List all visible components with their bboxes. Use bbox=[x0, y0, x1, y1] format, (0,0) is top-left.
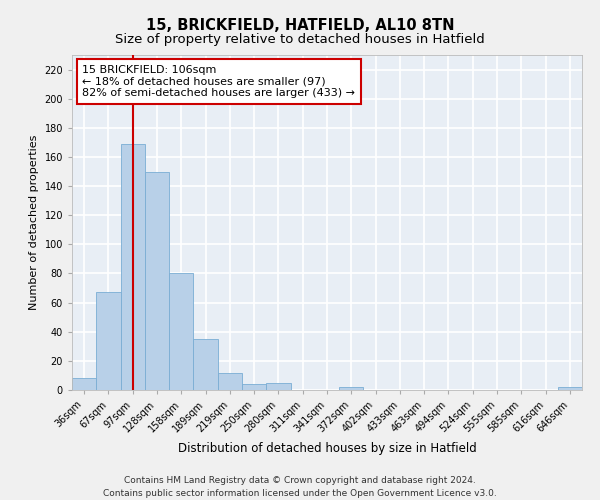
Bar bbox=[145, 172, 169, 390]
Bar bbox=[218, 372, 242, 390]
Bar bbox=[339, 387, 364, 390]
Bar bbox=[96, 292, 121, 390]
Bar bbox=[72, 378, 96, 390]
Y-axis label: Number of detached properties: Number of detached properties bbox=[29, 135, 39, 310]
Text: Contains HM Land Registry data © Crown copyright and database right 2024.
Contai: Contains HM Land Registry data © Crown c… bbox=[103, 476, 497, 498]
Bar bbox=[266, 382, 290, 390]
Text: Size of property relative to detached houses in Hatfield: Size of property relative to detached ho… bbox=[115, 32, 485, 46]
Bar bbox=[558, 387, 582, 390]
Bar bbox=[121, 144, 145, 390]
X-axis label: Distribution of detached houses by size in Hatfield: Distribution of detached houses by size … bbox=[178, 442, 476, 456]
Text: 15 BRICKFIELD: 106sqm
← 18% of detached houses are smaller (97)
82% of semi-deta: 15 BRICKFIELD: 106sqm ← 18% of detached … bbox=[82, 65, 355, 98]
Text: 15, BRICKFIELD, HATFIELD, AL10 8TN: 15, BRICKFIELD, HATFIELD, AL10 8TN bbox=[146, 18, 454, 32]
Bar bbox=[193, 339, 218, 390]
Bar bbox=[169, 274, 193, 390]
Bar bbox=[242, 384, 266, 390]
